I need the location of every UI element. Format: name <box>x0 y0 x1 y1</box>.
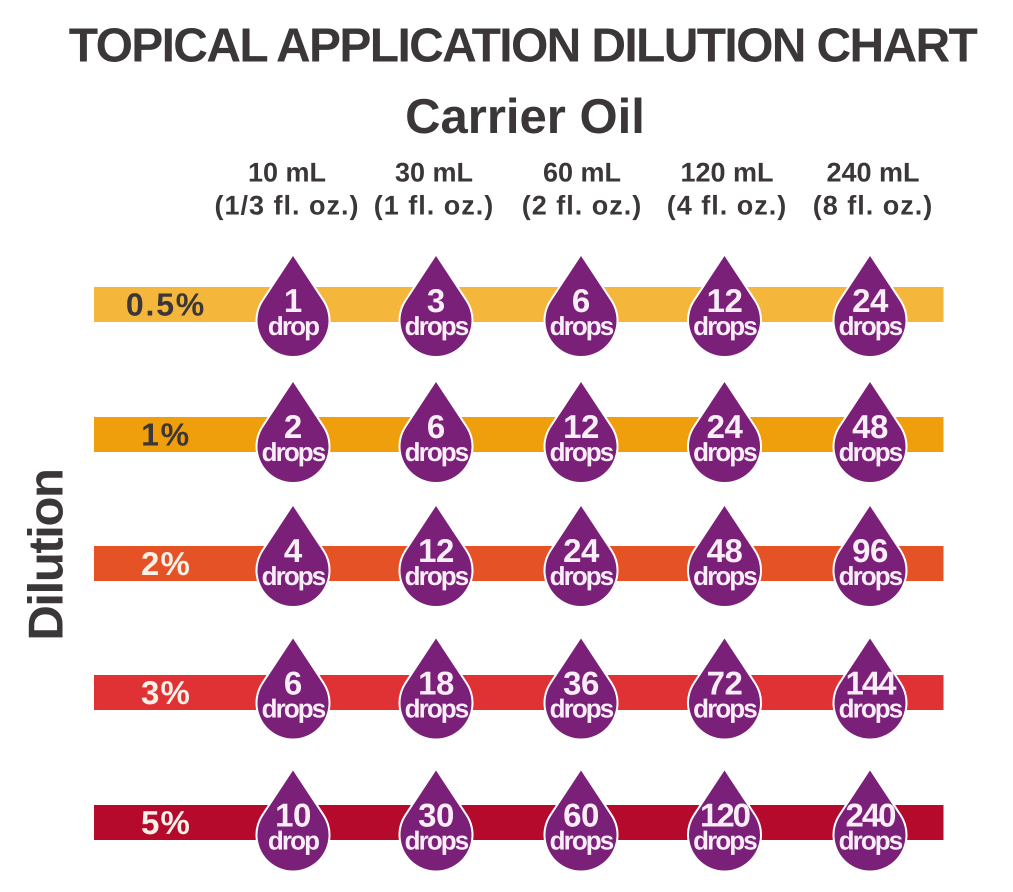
svg-text:48: 48 <box>707 532 743 569</box>
svg-text:6: 6 <box>572 282 590 319</box>
svg-text:2%: 2% <box>141 545 191 582</box>
svg-text:240: 240 <box>845 797 895 834</box>
svg-text:48: 48 <box>852 408 888 445</box>
svg-text:240 mL: 240 mL <box>826 158 919 188</box>
svg-text:5%: 5% <box>141 804 191 841</box>
svg-text:1: 1 <box>284 282 302 319</box>
svg-text:96: 96 <box>852 532 888 569</box>
svg-text:drops: drops <box>550 561 614 591</box>
svg-text:(1 fl. oz.): (1 fl. oz.) <box>374 191 495 221</box>
svg-text:120: 120 <box>700 797 750 834</box>
svg-text:drops: drops <box>550 826 614 856</box>
svg-text:drops: drops <box>405 561 469 591</box>
svg-text:10 mL: 10 mL <box>248 158 326 188</box>
svg-text:drops: drops <box>839 826 903 856</box>
svg-text:drops: drops <box>405 437 469 467</box>
svg-text:drops: drops <box>550 694 614 724</box>
svg-text:30: 30 <box>418 797 454 834</box>
svg-text:144: 144 <box>845 665 897 702</box>
svg-text:36: 36 <box>563 665 599 702</box>
svg-text:12: 12 <box>418 532 454 569</box>
svg-text:(1/3 fl. oz.): (1/3 fl. oz.) <box>214 191 359 221</box>
svg-text:10: 10 <box>275 797 311 834</box>
svg-text:drops: drops <box>839 694 903 724</box>
svg-text:drop: drop <box>268 826 319 856</box>
svg-text:Dilution: Dilution <box>20 469 74 640</box>
svg-text:12: 12 <box>707 282 743 319</box>
svg-text:0.5%: 0.5% <box>126 287 206 323</box>
svg-text:24: 24 <box>563 532 600 569</box>
svg-text:drops: drops <box>839 437 903 467</box>
svg-text:drops: drops <box>405 694 469 724</box>
svg-text:drops: drops <box>262 694 326 724</box>
svg-text:3%: 3% <box>141 674 191 711</box>
svg-text:drops: drops <box>693 694 757 724</box>
svg-text:drops: drops <box>693 311 757 341</box>
svg-text:72: 72 <box>707 665 743 702</box>
svg-text:drops: drops <box>693 826 757 856</box>
svg-text:(2 fl. oz.): (2 fl. oz.) <box>522 191 643 221</box>
svg-text:12: 12 <box>563 408 599 445</box>
svg-text:drops: drops <box>262 561 326 591</box>
svg-text:6: 6 <box>427 408 445 445</box>
svg-text:120 mL: 120 mL <box>680 158 773 188</box>
svg-text:3: 3 <box>427 282 445 319</box>
svg-text:drops: drops <box>405 311 469 341</box>
svg-text:60: 60 <box>563 797 599 834</box>
svg-text:drop: drop <box>268 311 319 341</box>
svg-text:drops: drops <box>550 437 614 467</box>
svg-text:drops: drops <box>693 561 757 591</box>
svg-text:drops: drops <box>839 311 903 341</box>
svg-text:4: 4 <box>284 532 303 569</box>
svg-text:18: 18 <box>418 665 454 702</box>
svg-text:drops: drops <box>839 561 903 591</box>
svg-text:24: 24 <box>852 282 889 319</box>
svg-text:drops: drops <box>550 311 614 341</box>
svg-text:6: 6 <box>284 665 302 702</box>
svg-text:drops: drops <box>262 437 326 467</box>
svg-text:TOPICAL APPLICATION DILUTION C: TOPICAL APPLICATION DILUTION CHART <box>69 20 978 73</box>
svg-text:Carrier Oil: Carrier Oil <box>405 90 645 144</box>
svg-text:drops: drops <box>693 437 757 467</box>
svg-text:2: 2 <box>284 408 302 445</box>
svg-text:(8 fl. oz.): (8 fl. oz.) <box>813 191 934 221</box>
svg-text:(4 fl. oz.): (4 fl. oz.) <box>667 191 788 221</box>
svg-text:30 mL: 30 mL <box>395 158 473 188</box>
svg-text:1%: 1% <box>141 417 191 453</box>
svg-text:24: 24 <box>707 408 744 445</box>
svg-text:60 mL: 60 mL <box>543 158 621 188</box>
svg-text:drops: drops <box>405 826 469 856</box>
